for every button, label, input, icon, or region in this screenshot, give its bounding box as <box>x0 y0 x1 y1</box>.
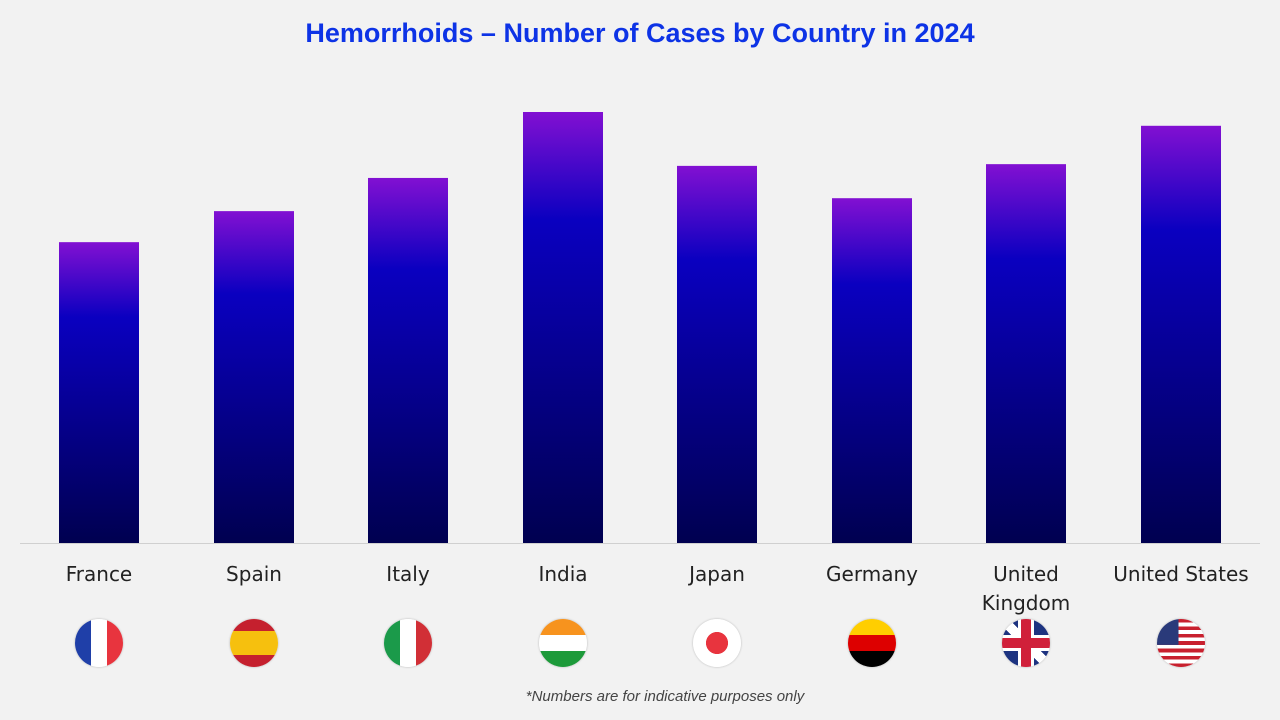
japan-flag-icon <box>693 619 741 667</box>
bar-france <box>59 242 139 544</box>
italy-flag-icon <box>384 619 432 667</box>
bar-united-states <box>1141 125 1221 544</box>
category-label: Germany <box>826 562 918 586</box>
bar-germany <box>832 198 912 543</box>
category-label: France <box>65 562 133 586</box>
bar-india <box>523 112 603 543</box>
bar-united-kingdom <box>986 164 1066 543</box>
bar-spain <box>214 211 294 543</box>
category-label: Spain <box>226 562 282 586</box>
france-flag-icon <box>75 619 123 667</box>
category-label: United States <box>1113 562 1249 586</box>
bar-japan <box>677 165 757 543</box>
category-label: United Kingdom <box>981 562 1071 615</box>
footnote: *Numbers are for indicative purposes onl… <box>525 688 805 705</box>
usa-flag-icon <box>1157 619 1205 667</box>
chart-title: Hemorrhoids – Number of Cases by Country… <box>305 18 975 48</box>
category-label: Japan <box>689 562 745 586</box>
bar-italy <box>368 177 448 543</box>
uk-flag-icon <box>1002 619 1050 667</box>
india-flag-icon <box>539 619 587 667</box>
germany-flag-icon <box>848 619 896 667</box>
category-label: Italy <box>386 562 430 586</box>
category-label: India <box>538 562 588 586</box>
spain-flag-icon <box>230 619 278 667</box>
